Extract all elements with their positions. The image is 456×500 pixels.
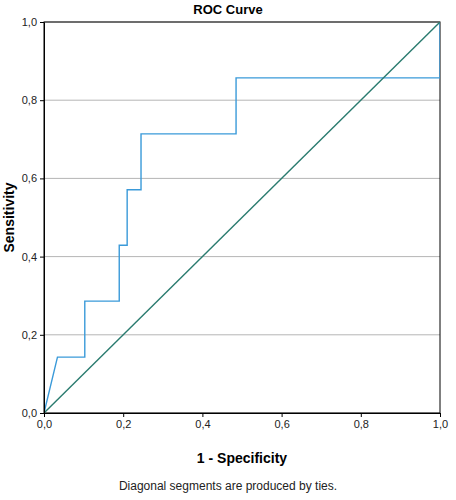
tick-mark	[40, 22, 44, 23]
tick: 0,6	[22, 172, 44, 184]
tick-label: 0,0	[37, 418, 52, 430]
tick: 0,4	[195, 413, 210, 430]
axis-line	[44, 23, 45, 414]
tick-mark	[40, 178, 44, 179]
tick-mark	[282, 413, 283, 417]
tick-label: 0,8	[22, 94, 37, 106]
grid-line	[44, 256, 440, 257]
tick-mark	[40, 100, 44, 101]
grid	[44, 22, 440, 413]
tick-label: 0,0	[22, 407, 37, 419]
y-axis-title: Sensitivity	[1, 182, 17, 252]
tick-label: 0,8	[354, 418, 369, 430]
tick-mark	[123, 413, 124, 417]
tick: 0,2	[22, 329, 44, 341]
tick-label: 0,6	[274, 418, 289, 430]
tick: 0,8	[22, 94, 44, 106]
footnote: Diagonal segments are produced by ties.	[119, 479, 337, 493]
lines	[44, 22, 440, 413]
tick: 0,0	[37, 413, 52, 430]
grid-line	[44, 334, 440, 335]
y-axis: 0,0 0,2 0,4 0,6 0,8 1,0	[22, 16, 45, 419]
tick-label: 0,4	[195, 418, 210, 430]
tick: 1,0	[433, 413, 448, 430]
tick-mark	[40, 257, 44, 258]
tick-label: 1,0	[433, 418, 448, 430]
tick-label: 0,6	[22, 172, 37, 184]
tick-label: 1,0	[22, 16, 37, 28]
tick-mark	[40, 413, 44, 414]
tick-mark	[40, 335, 44, 336]
tick-mark	[361, 413, 362, 417]
grid-line	[44, 178, 440, 179]
tick-label: 0,2	[116, 418, 131, 430]
series-line	[44, 22, 440, 413]
tick: 0,4	[22, 251, 44, 263]
axis-line	[45, 413, 441, 414]
chart: 0,0 0,2 0,4 0,6 0,8 1,0 0,0 0,2 0,4 0,6 0,8 1,0 ROC …	[0, 0, 456, 500]
x-axis-title: 1 - Specificity	[197, 450, 287, 466]
tick-mark	[44, 413, 45, 417]
plot-frame	[44, 22, 440, 413]
tick-label: 0,4	[22, 251, 37, 263]
grid-line	[44, 100, 440, 101]
tick: 0,6	[274, 413, 289, 430]
title: ROC Curve	[193, 2, 262, 17]
tick-mark	[202, 413, 203, 417]
tick-label: 0,2	[22, 329, 37, 341]
x-axis: 0,0 0,2 0,4 0,6 0,8 1,0	[37, 413, 448, 430]
tick: 0,2	[116, 413, 131, 430]
tick-mark	[440, 413, 441, 417]
tick: 1,0	[22, 16, 44, 28]
series-line	[44, 22, 440, 413]
tick: 0,0	[22, 407, 44, 419]
tick: 0,8	[354, 413, 369, 430]
